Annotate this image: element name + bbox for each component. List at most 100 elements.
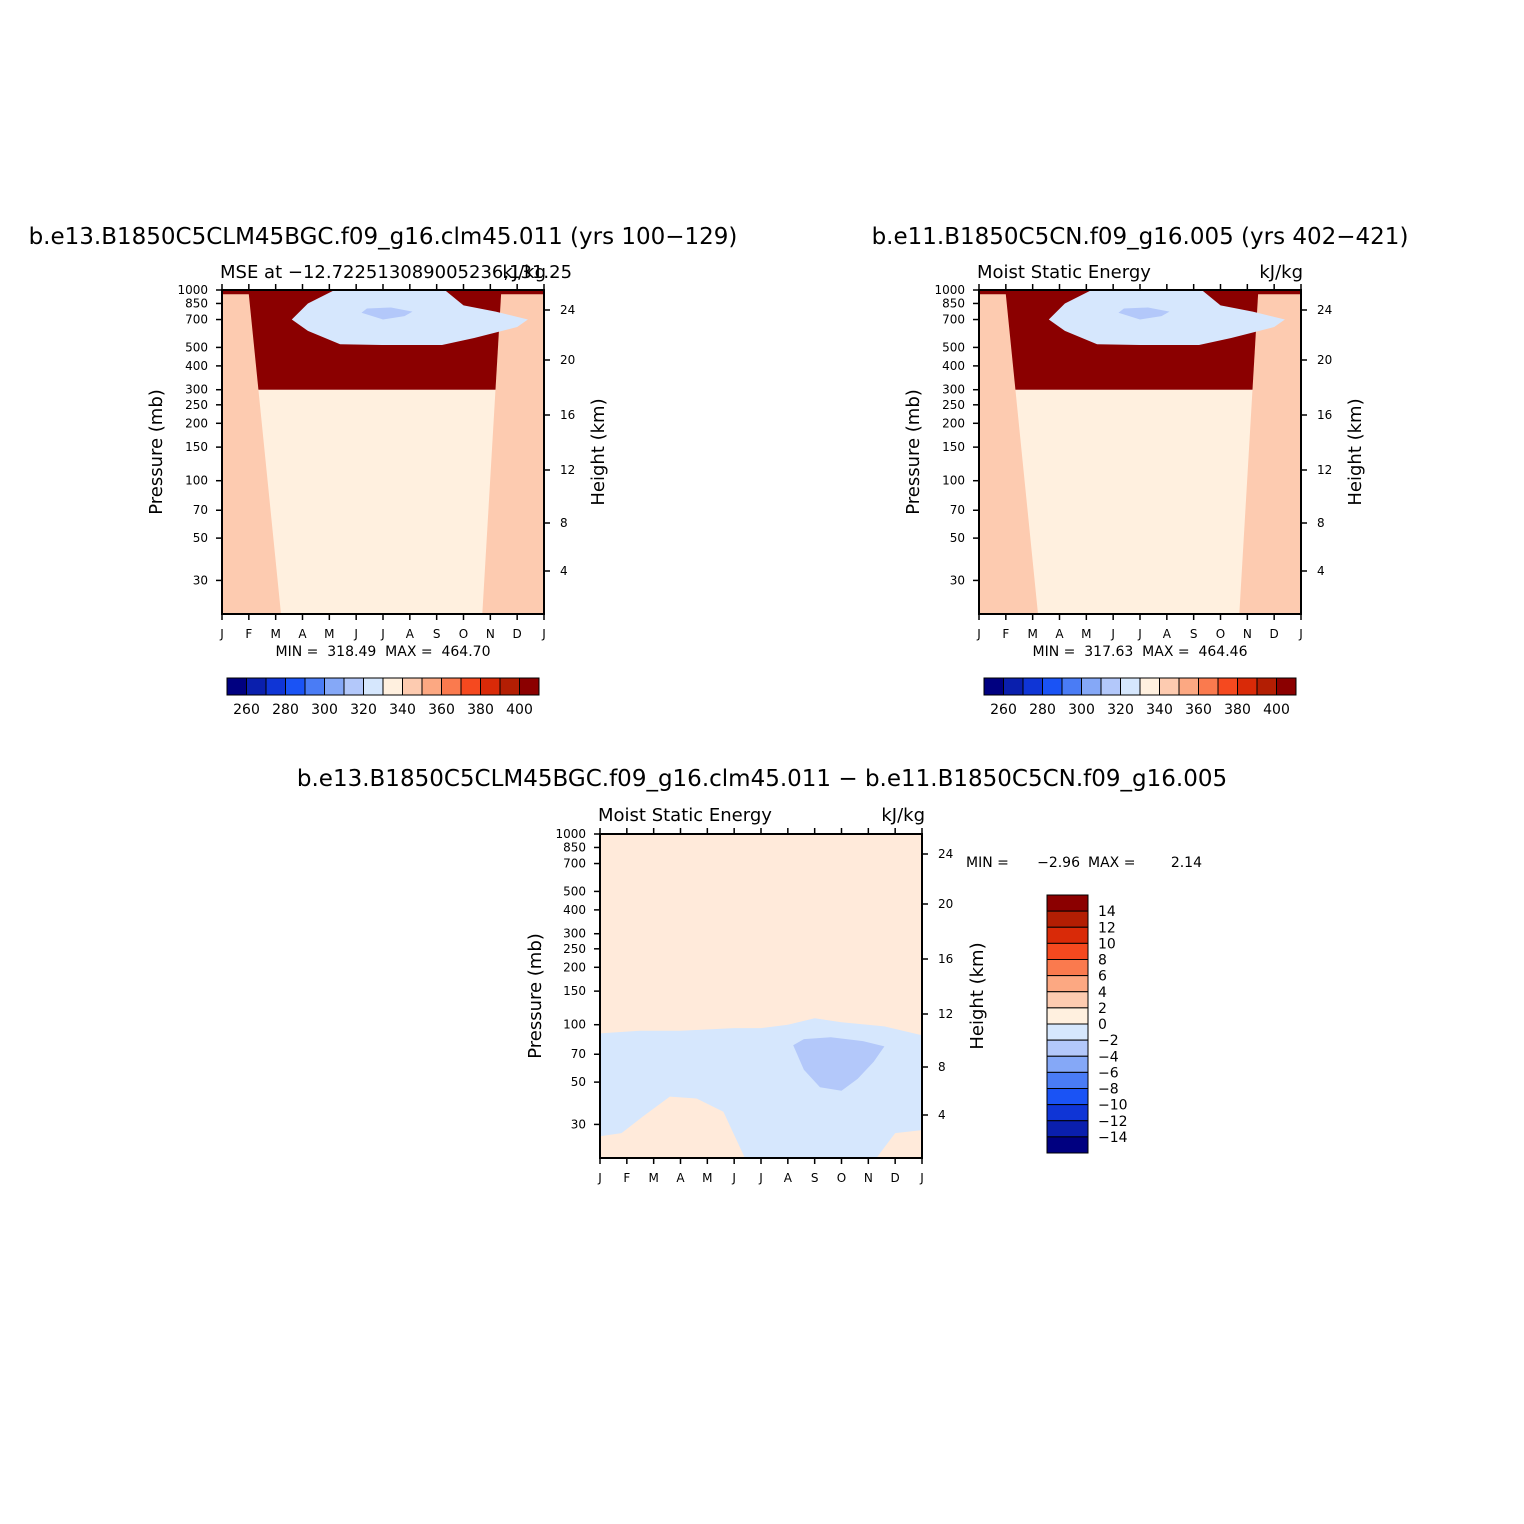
x-tick-label: J (1298, 627, 1303, 641)
y2-tick-label: 16 (1317, 408, 1332, 422)
colorbar-label: 280 (272, 702, 299, 718)
panel-difference: b.e13.B1850C5CLM45BGC.f09_g16.clm45.011 … (297, 766, 1227, 1185)
y2-tick-label: 12 (938, 1007, 953, 1021)
colorbar-box (1046, 1088, 1089, 1106)
colorbar-box (226, 677, 247, 696)
colorbar-box (1022, 677, 1043, 696)
x-tick-label: J (219, 627, 224, 641)
y2-tick-label: 4 (560, 564, 568, 578)
y2-tick-label: 24 (1317, 303, 1332, 317)
y-tick-label: 850 (185, 296, 208, 310)
contour-surface-warm-right (482, 294, 544, 614)
colorbar-box (246, 677, 267, 696)
y-tick-label: 500 (185, 340, 208, 354)
panel-b-title: b.e11.B1850C5CN.f09_g16.005 (yrs 402−421… (872, 224, 1409, 250)
x-tick-label: S (811, 1171, 819, 1185)
colorbar-label: −6 (1098, 1065, 1119, 1081)
panel-a-title: b.e13.B1850C5CLM45BGC.f09_g16.clm45.011 … (29, 224, 738, 250)
colorbar-label: 14 (1098, 904, 1116, 920)
y-tick-label: 400 (185, 359, 208, 373)
y-tick-label: 300 (185, 383, 208, 397)
y-tick-label: 250 (942, 398, 965, 412)
y2-tick-label: 8 (1317, 516, 1325, 530)
colorbar-box (1100, 677, 1121, 696)
y-tick-label: 500 (563, 884, 586, 898)
x-tick-label: M (1027, 627, 1037, 641)
panel-diff-stats-max-label: MAX = (1088, 855, 1135, 871)
contour-diff-negative-core (793, 1037, 885, 1091)
colorbar-box (363, 677, 384, 696)
y-tick-label: 150 (942, 440, 965, 454)
colorbar-box (343, 677, 364, 696)
y-tick-label: 100 (563, 1018, 586, 1032)
panel-a-left-string: MSE at −12.722513089005236,131.25 (220, 262, 572, 283)
colorbar-box (1217, 677, 1238, 696)
colorbar-box (421, 677, 442, 696)
y2-tick-label: 24 (938, 847, 953, 861)
y-tick-label: 400 (942, 359, 965, 373)
y-tick-label: 100 (942, 474, 965, 488)
panel-model-b: b.e11.B1850C5CN.f09_g16.005 (yrs 402−421… (872, 224, 1409, 718)
colorbar-box (402, 677, 423, 696)
x-tick-label: J (731, 1171, 736, 1185)
panel-b-plot-area (979, 290, 1301, 614)
panel-model-a: b.e13.B1850C5CLM45BGC.f09_g16.clm45.011 … (29, 224, 738, 718)
contour-cool-region (291, 290, 528, 345)
colorbar-label: −10 (1098, 1098, 1128, 1114)
colorbar-label: −12 (1098, 1114, 1128, 1130)
colorbar-box (1042, 677, 1063, 696)
x-tick-label: F (245, 627, 252, 641)
y-tick-label: 70 (193, 503, 208, 517)
colorbar-label: 400 (1263, 702, 1290, 718)
x-tick-label: O (837, 1171, 846, 1185)
colorbar-box (1046, 894, 1089, 912)
colorbar-box (285, 677, 306, 696)
colorbar-box (1046, 926, 1089, 944)
x-tick-label: N (1243, 627, 1252, 641)
colorbar-box (519, 677, 540, 696)
colorbar-box (1178, 677, 1199, 696)
x-tick-label: A (406, 627, 415, 641)
colorbar-box (1003, 677, 1024, 696)
x-tick-label: M (270, 627, 280, 641)
colorbar-label: 360 (428, 702, 455, 718)
y-tick-label: 250 (185, 398, 208, 412)
colorbar-label: 360 (1185, 702, 1212, 718)
y-tick-label: 200 (185, 416, 208, 430)
x-tick-label: M (324, 627, 334, 641)
colorbar-label: 0 (1098, 1017, 1107, 1033)
colorbar-label: 8 (1098, 953, 1107, 969)
y-tick-label: 150 (185, 440, 208, 454)
colorbar-box (1081, 677, 1102, 696)
colorbar-label: 6 (1098, 969, 1107, 985)
x-tick-label: O (1216, 627, 1225, 641)
panel-a-right-string: kJ/kg (502, 262, 546, 283)
x-tick-label: J (1110, 627, 1115, 641)
colorbar-box (1046, 1120, 1089, 1138)
colorbar-box (983, 677, 1004, 696)
colorbar-label: 320 (350, 702, 377, 718)
y-tick-label: 30 (950, 573, 965, 587)
y2-tick-label: 16 (938, 952, 953, 966)
panel-diff-title: b.e13.B1850C5CLM45BGC.f09_g16.clm45.011 … (297, 766, 1227, 792)
y2-tick-label: 8 (938, 1060, 946, 1074)
x-tick-label: J (597, 1171, 602, 1185)
y2-tick-label: 4 (938, 1108, 946, 1122)
panel-diff-y2label: Height (km) (967, 942, 988, 1049)
panel-diff-stats-min: −2.96 (1037, 855, 1080, 871)
panel-a-ylabel: Pressure (mb) (146, 389, 167, 515)
colorbar-box (1237, 677, 1258, 696)
colorbar-label: 260 (233, 702, 260, 718)
y-tick-label: 150 (563, 984, 586, 998)
panel-a-y2label: Height (km) (588, 398, 609, 505)
colorbar-label: 340 (389, 702, 416, 718)
x-tick-label: S (433, 627, 441, 641)
panel-diff-left-string: Moist Static Energy (598, 805, 772, 826)
colorbar-label: 300 (311, 702, 338, 718)
colorbar-box (1046, 1007, 1089, 1025)
colorbar-label: 12 (1098, 920, 1116, 936)
y-tick-label: 700 (185, 313, 208, 327)
